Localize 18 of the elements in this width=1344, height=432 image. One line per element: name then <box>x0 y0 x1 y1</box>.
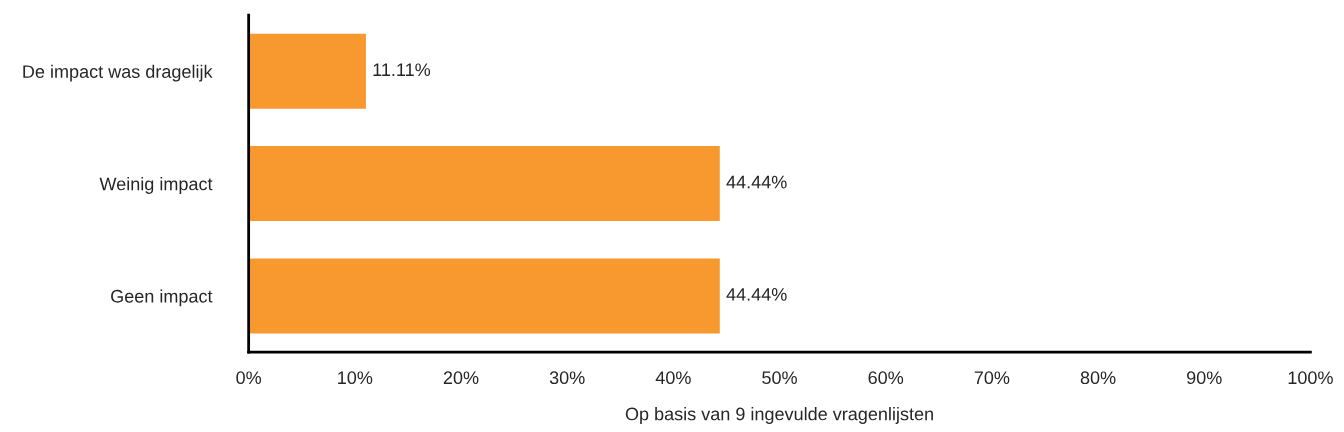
y-tick-label: Geen impact <box>111 289 213 307</box>
x-tick-label: 30% <box>549 371 585 385</box>
y-tick-label: Weinig impact <box>99 177 213 194</box>
x-tick-label: 10% <box>338 371 373 385</box>
x-axis-title: Op basis van 9 ingevulde vragenlijsten <box>625 407 933 424</box>
y-tick-label: De impact was dragelijk <box>23 64 213 82</box>
data-label: 44.44% <box>726 288 787 301</box>
x-tick-label: 60% <box>868 371 904 385</box>
x-tick-label: 20% <box>443 371 479 385</box>
x-tick-label: 80% <box>1080 371 1116 385</box>
data-label: 44.44% <box>726 175 787 189</box>
x-tick-label: 100% <box>1288 371 1333 385</box>
x-tick-label: 0% <box>236 371 262 385</box>
x-tick-label: 90% <box>1187 371 1222 385</box>
x-tick-label: 70% <box>974 371 1010 385</box>
x-tick-label: 40% <box>655 371 691 385</box>
data-label: 11.11% <box>373 63 431 77</box>
x-tick-label: 50% <box>762 371 797 385</box>
